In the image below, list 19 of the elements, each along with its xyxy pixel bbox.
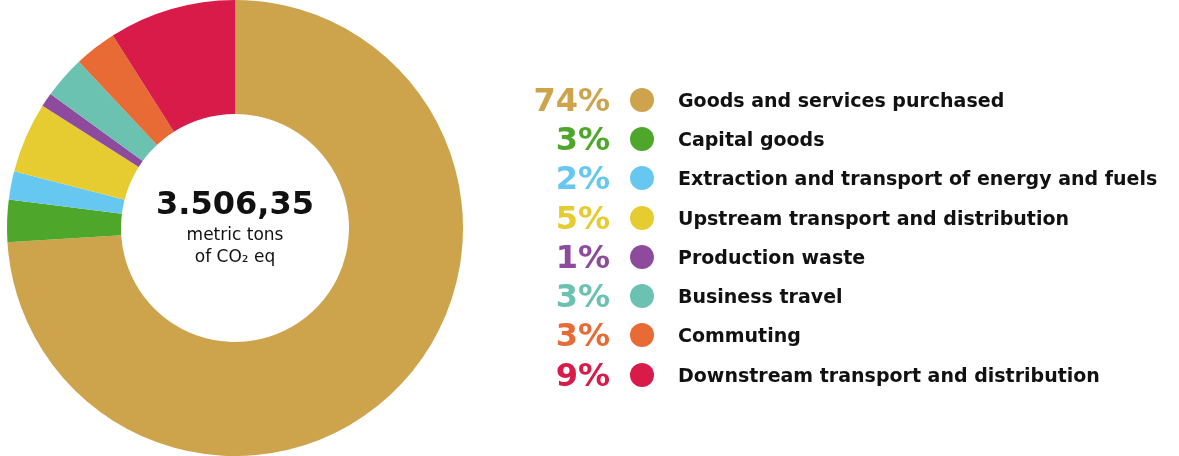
legend-label: Goods and services purchased (678, 88, 1005, 111)
data-label: 2% (554, 159, 610, 198)
data-label: 5% (554, 198, 610, 237)
legend-label: Downstream transport and distribution (678, 363, 1100, 386)
data-label: 9% (554, 355, 610, 394)
data-label: 3% (554, 119, 610, 158)
legend-label: Extraction and transport of energy and fuels (678, 167, 1158, 190)
data-label: 3% (554, 277, 610, 316)
legend-label: Upstream transport and distribution (678, 206, 1069, 229)
legend-label: Capital goods (678, 127, 825, 150)
legend-label: Business travel (678, 285, 843, 308)
data-label: 1% (554, 237, 610, 276)
text: of CO₂ eq (194, 246, 276, 267)
text: 3.506,35 (156, 184, 314, 223)
text: metric tons (186, 224, 284, 245)
data-label: 74% (532, 80, 610, 119)
legend-label: Production waste (678, 245, 866, 268)
legend-label: Commuting (678, 324, 801, 347)
data-label: 3% (554, 316, 610, 355)
